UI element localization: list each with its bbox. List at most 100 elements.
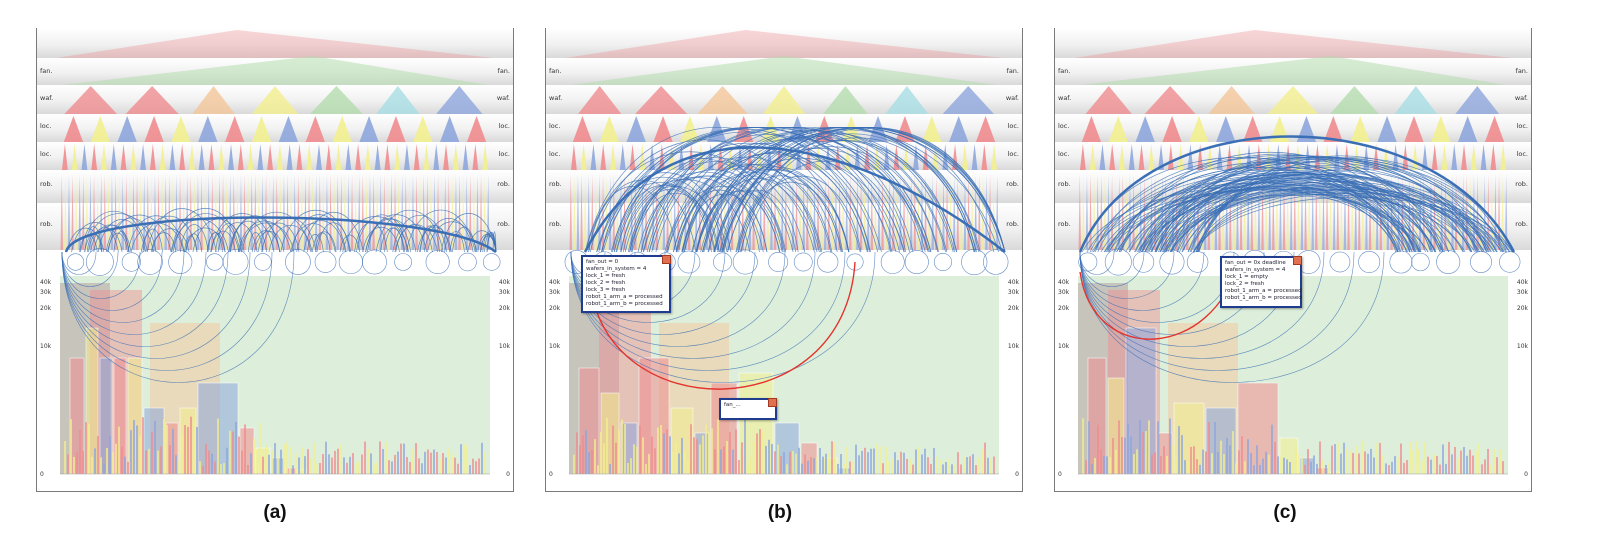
state-bar — [849, 461, 851, 474]
hierarchy-triangle — [849, 174, 852, 250]
hierarchy-triangle — [838, 174, 841, 250]
hierarchy-triangle — [759, 174, 762, 250]
state-tooltip-c1[interactable]: fan_out = 0x deadline wafers_in_system =… — [1220, 256, 1302, 308]
transition-arc — [316, 222, 351, 253]
hierarchy-triangle — [257, 144, 264, 170]
hierarchy-triangle — [472, 174, 476, 250]
state-bar — [1364, 451, 1366, 474]
close-icon[interactable] — [662, 255, 671, 264]
state-bar — [121, 446, 123, 474]
self-loop-arc — [482, 253, 501, 271]
state-bar — [705, 424, 707, 474]
hierarchy-triangle — [1079, 144, 1086, 170]
tooltip-line: robot_1_arm_a = processed — [1225, 288, 1302, 294]
hierarchy-triangle — [975, 116, 996, 142]
transition-arc — [696, 178, 822, 253]
level-label-right: loc. — [499, 122, 510, 130]
close-icon[interactable] — [768, 398, 777, 407]
hierarchy-triangle — [1500, 144, 1507, 170]
hierarchy-triangle — [278, 116, 299, 142]
hierarchy-triangle — [1096, 174, 1099, 250]
hierarchy-triangle — [247, 144, 254, 170]
hierarchy-triangle — [171, 116, 191, 142]
hierarchy-triangle — [1455, 86, 1500, 114]
state-bar — [1406, 460, 1408, 474]
hierarchy-triangle — [132, 174, 135, 250]
state-bar — [91, 456, 93, 474]
self-loop-arc — [121, 252, 141, 272]
state-bar — [1244, 461, 1246, 474]
state-bar — [1160, 455, 1162, 474]
hierarchy-triangle — [482, 144, 489, 170]
hierarchy-triangle — [1325, 174, 1329, 250]
self-loop-arc — [362, 249, 387, 275]
close-icon[interactable] — [1293, 256, 1302, 265]
hierarchy-triangle — [1330, 86, 1379, 114]
state-bar — [94, 448, 96, 474]
state-bar — [172, 428, 174, 474]
state-bar — [115, 443, 117, 474]
hierarchy-triangle — [293, 174, 296, 250]
hierarchy-triangle — [1461, 144, 1467, 170]
tooltip-line: lock_1 = fresh — [586, 273, 626, 279]
hierarchy-triangle — [580, 144, 587, 170]
transition-arc — [1103, 188, 1429, 253]
state-bar — [1400, 443, 1402, 474]
hierarchy-triangle — [394, 144, 401, 170]
hierarchy-triangle — [892, 174, 895, 250]
transition-arc — [678, 189, 760, 253]
tooltip-line: robot_1_arm_b = processed — [586, 301, 663, 307]
self-loop-arc — [817, 251, 839, 273]
tooltip-line: robot_1_arm_b = processed — [1225, 295, 1302, 301]
hierarchy-triangle — [276, 144, 283, 170]
hierarchy-triangle — [309, 86, 363, 114]
transition-arc — [642, 134, 892, 253]
state-bar — [1346, 448, 1348, 474]
self-loop-arc — [66, 253, 85, 271]
state-tooltip-b1[interactable]: fan_out = 0 wafers_in_system = 4 lock_1 … — [581, 255, 671, 313]
transition-arc — [620, 184, 716, 253]
level-band — [37, 170, 513, 203]
state-bar — [388, 460, 390, 474]
state-bar — [223, 463, 225, 474]
state-bar — [1166, 456, 1168, 474]
state-bar — [900, 451, 902, 474]
state-bar — [175, 455, 177, 474]
transition-arc — [84, 226, 103, 253]
state-tooltip-b2[interactable]: fan_... — [719, 398, 777, 420]
hierarchy-triangle — [610, 144, 616, 170]
self-loop-arc — [904, 250, 929, 274]
hierarchy-triangle — [992, 174, 995, 250]
state-bar — [430, 452, 432, 474]
hierarchy-triangle — [1160, 174, 1164, 250]
transition-arc — [629, 161, 806, 253]
self-loop-arc — [880, 250, 905, 274]
transition-arc — [721, 126, 1006, 253]
state-bar — [316, 463, 318, 474]
tooltip-line: lock_3 = fresh — [586, 287, 626, 293]
state-bar — [762, 431, 764, 474]
state-bar — [1292, 461, 1294, 474]
transition-arc — [146, 208, 217, 253]
y-tick-label-left: 0 — [40, 471, 44, 478]
hierarchy-triangle — [981, 144, 988, 170]
y-tick-label-left: 10k — [40, 343, 52, 350]
hierarchy-triangle — [447, 174, 451, 250]
transition-arc — [616, 129, 871, 253]
tooltip-line: fan_out = 0x deadline — [1225, 260, 1286, 266]
hierarchy-triangle — [189, 144, 195, 170]
hierarchy-triangle — [816, 174, 820, 250]
state-bar — [403, 443, 405, 474]
panel-a-visualization: fan. fan. waf. waf. loc. loc. loc. loc. rob. rob.… — [36, 28, 514, 492]
state-bar — [921, 454, 923, 474]
hierarchy-triangle — [877, 174, 881, 250]
hierarchy-triangle — [384, 144, 391, 170]
state-bar — [280, 449, 282, 474]
hierarchy-triangle — [325, 144, 332, 170]
hierarchy-triangle — [1497, 174, 1501, 250]
hierarchy-triangle — [135, 174, 139, 250]
hierarchy-triangle — [942, 86, 994, 114]
state-bar — [355, 463, 357, 474]
hierarchy-triangle — [149, 144, 156, 170]
state-bar — [478, 458, 480, 474]
